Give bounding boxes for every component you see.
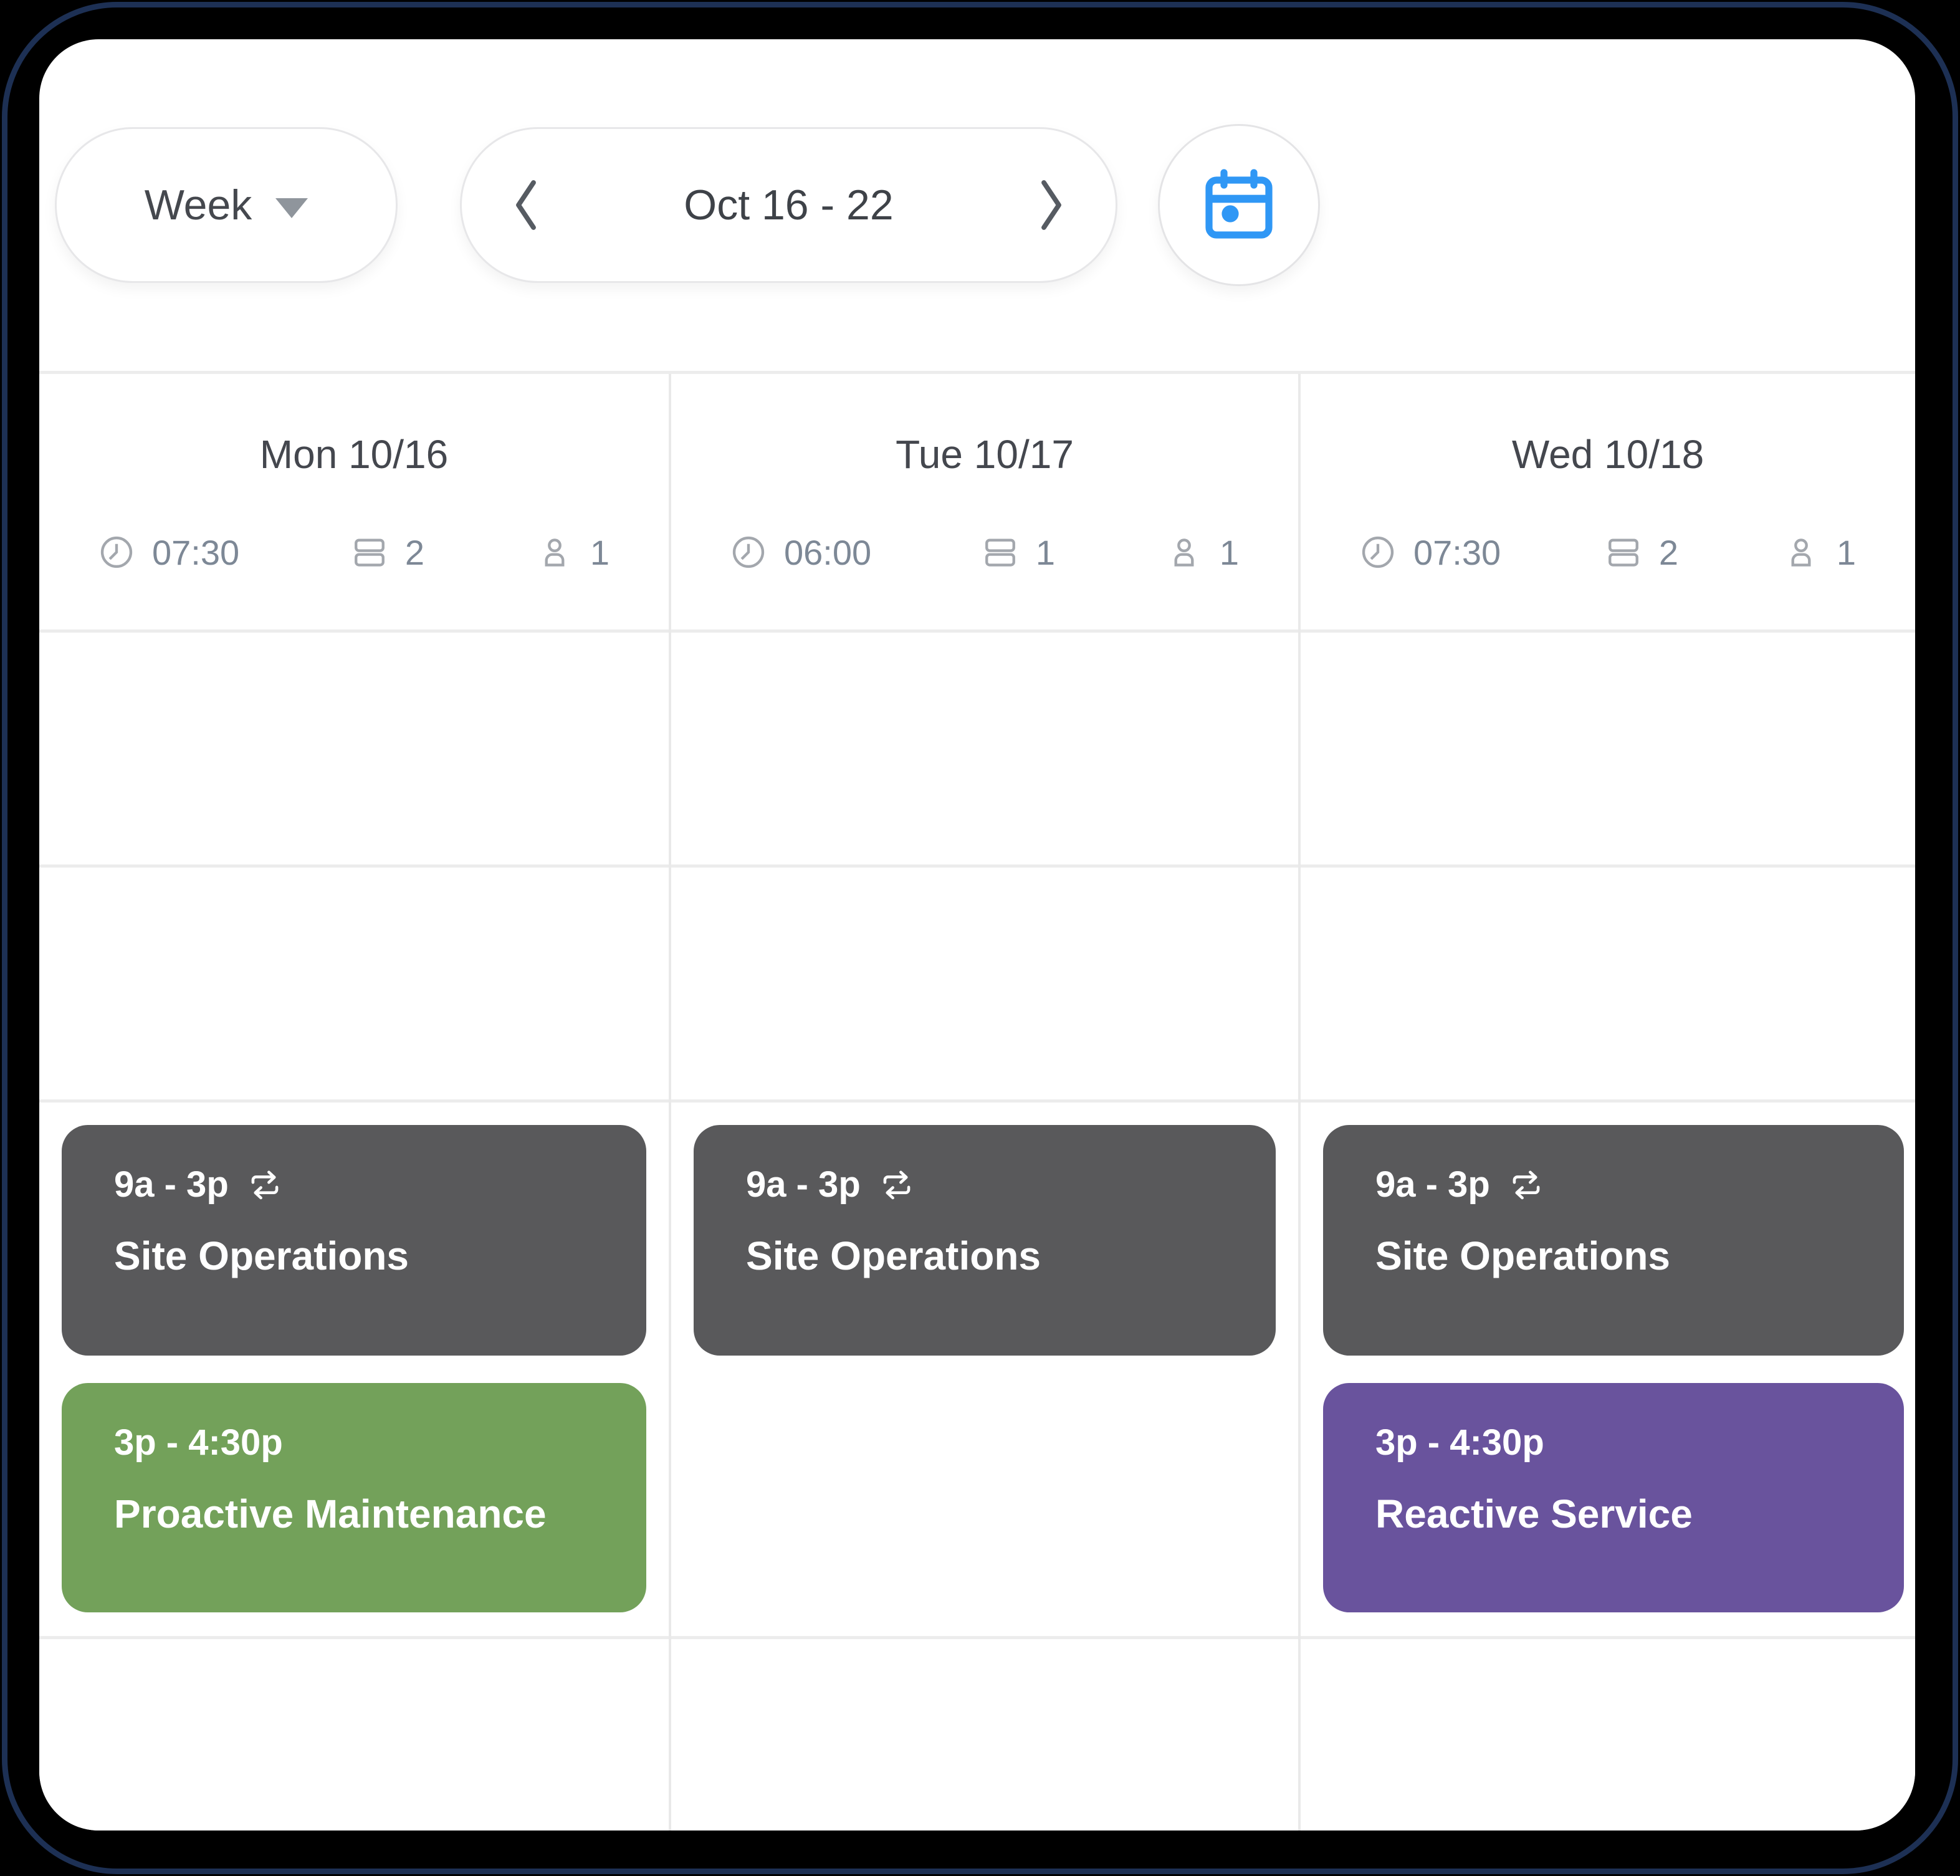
stat-people-value: 1 bbox=[1836, 532, 1856, 572]
day-header-mon: Mon 10/16 07:30 2 bbox=[39, 374, 669, 633]
date-range-label: Oct 16 - 22 bbox=[684, 181, 894, 229]
next-week-button[interactable] bbox=[1030, 168, 1073, 242]
stat-shifts: 1 bbox=[982, 532, 1055, 573]
event-title: Site Operations bbox=[114, 1233, 409, 1278]
event-time: 9a - 3p bbox=[1375, 1164, 1490, 1205]
event-wed-reactive-service[interactable]: 3p - 4:30p Reactive Service bbox=[1323, 1383, 1904, 1612]
day-header-wed: Wed 10/18 07:30 2 bbox=[1301, 374, 1915, 633]
events-area-mon: 9a - 3p Site Operations 3p - 4:30p Pr bbox=[39, 1103, 669, 1639]
day-column-mon: Mon 10/16 07:30 2 bbox=[39, 374, 669, 1831]
event-time: 3p - 4:30p bbox=[114, 1422, 283, 1463]
event-time-row: 3p - 4:30p bbox=[1375, 1422, 1879, 1463]
prev-week-button[interactable] bbox=[504, 168, 548, 242]
stat-shifts: 2 bbox=[351, 532, 424, 573]
day-stats: 07:30 2 1 bbox=[1301, 532, 1915, 573]
stat-start-time: 07:30 bbox=[98, 532, 239, 573]
day-stats: 07:30 2 1 bbox=[39, 532, 669, 573]
stat-start-time-value: 07:30 bbox=[1413, 532, 1501, 572]
chevron-right-icon bbox=[1041, 180, 1061, 230]
event-wed-site-operations[interactable]: 9a - 3p Site Operations bbox=[1323, 1125, 1904, 1356]
stat-start-time: 06:00 bbox=[730, 532, 871, 573]
stat-start-time: 07:30 bbox=[1360, 532, 1501, 573]
stat-people: 1 bbox=[1166, 532, 1239, 573]
empty-slot bbox=[39, 868, 669, 1103]
schedule-card: Week Oct 16 - 22 bbox=[39, 39, 1915, 1831]
empty-slot bbox=[671, 633, 1298, 868]
stat-shifts: 2 bbox=[1605, 532, 1678, 573]
stat-shifts-value: 2 bbox=[404, 532, 425, 572]
chevron-left-icon bbox=[516, 180, 536, 230]
event-time: 9a - 3p bbox=[746, 1164, 861, 1205]
day-title: Mon 10/16 bbox=[259, 431, 449, 477]
stat-people-value: 1 bbox=[590, 532, 610, 572]
day-column-tue: Tue 10/17 06:00 1 bbox=[669, 374, 1298, 1831]
toolbar: Week Oct 16 - 22 bbox=[39, 39, 1915, 371]
event-time-row: 9a - 3p bbox=[114, 1164, 621, 1205]
clock-icon bbox=[100, 536, 133, 568]
event-time: 9a - 3p bbox=[114, 1164, 229, 1205]
repeat-icon bbox=[883, 1170, 911, 1199]
day-title: Tue 10/17 bbox=[896, 431, 1074, 477]
empty-slot bbox=[1301, 633, 1915, 868]
person-icon bbox=[545, 538, 565, 567]
event-time-row: 3p - 4:30p bbox=[114, 1422, 621, 1463]
empty-slot bbox=[671, 868, 1298, 1103]
view-selector-button[interactable]: Week bbox=[55, 127, 398, 283]
stat-people-value: 1 bbox=[1219, 532, 1239, 572]
repeat-icon bbox=[1513, 1170, 1540, 1199]
week-grid: Mon 10/16 07:30 2 bbox=[39, 371, 1915, 1831]
date-range-picker: Oct 16 - 22 bbox=[460, 127, 1117, 283]
clock-icon bbox=[1362, 536, 1394, 568]
event-time-row: 9a - 3p bbox=[1375, 1164, 1879, 1205]
shifts-stack-icon bbox=[354, 538, 385, 567]
shifts-stack-icon bbox=[985, 538, 1015, 567]
bottom-filler bbox=[1301, 1639, 1915, 1831]
event-mon-proactive-maintenance[interactable]: 3p - 4:30p Proactive Maintenance bbox=[62, 1383, 646, 1612]
event-title: Reactive Service bbox=[1375, 1491, 1693, 1536]
repeat-icon bbox=[251, 1170, 279, 1199]
stat-people: 1 bbox=[1783, 532, 1856, 573]
calendar-button[interactable] bbox=[1158, 124, 1320, 286]
chevron-down-icon bbox=[275, 198, 308, 218]
person-icon bbox=[1174, 538, 1194, 567]
events-area-tue: 9a - 3p Site Operations bbox=[671, 1103, 1298, 1639]
view-selector-label: Week bbox=[144, 181, 252, 229]
events-area-wed: 9a - 3p Site Operations 3p - 4:30p Re bbox=[1301, 1103, 1915, 1639]
calendar-icon bbox=[1205, 169, 1273, 239]
empty-slot bbox=[39, 633, 669, 868]
stat-people: 1 bbox=[537, 532, 610, 573]
event-time-row: 9a - 3p bbox=[746, 1164, 1251, 1205]
event-title: Site Operations bbox=[746, 1233, 1041, 1278]
person-icon bbox=[1791, 538, 1811, 567]
day-header-tue: Tue 10/17 06:00 1 bbox=[671, 374, 1298, 633]
stat-shifts-value: 2 bbox=[1658, 532, 1679, 572]
event-title: Proactive Maintenance bbox=[114, 1491, 547, 1536]
event-mon-site-operations[interactable]: 9a - 3p Site Operations bbox=[62, 1125, 646, 1356]
event-tue-site-operations[interactable]: 9a - 3p Site Operations bbox=[694, 1125, 1276, 1356]
clock-icon bbox=[732, 536, 765, 568]
bottom-filler bbox=[39, 1639, 669, 1831]
event-time: 3p - 4:30p bbox=[1375, 1422, 1544, 1463]
day-column-wed: Wed 10/18 07:30 2 bbox=[1298, 374, 1915, 1831]
stat-start-time-value: 07:30 bbox=[152, 532, 240, 572]
bottom-filler bbox=[671, 1639, 1298, 1831]
stat-shifts-value: 1 bbox=[1035, 532, 1056, 572]
stat-start-time-value: 06:00 bbox=[784, 532, 872, 572]
shifts-stack-icon bbox=[1608, 538, 1638, 567]
empty-slot bbox=[1301, 868, 1915, 1103]
event-title: Site Operations bbox=[1375, 1233, 1670, 1278]
day-title: Wed 10/18 bbox=[1511, 431, 1704, 477]
day-stats: 06:00 1 1 bbox=[671, 532, 1298, 573]
